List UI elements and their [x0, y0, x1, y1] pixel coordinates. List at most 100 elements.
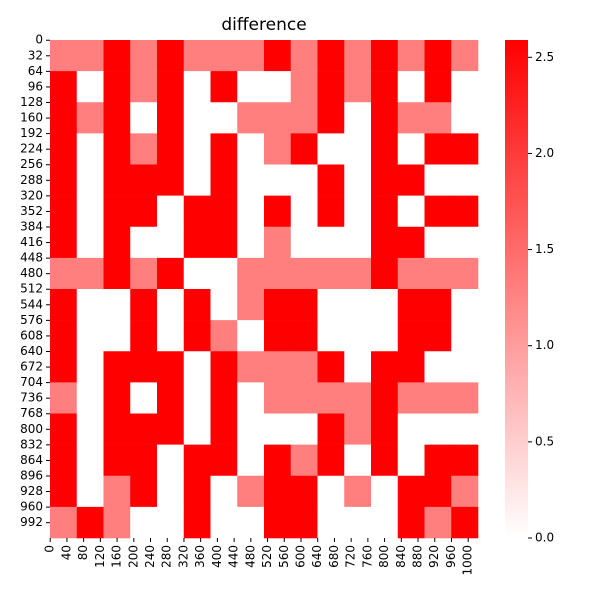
x-tick-label: 360	[193, 545, 207, 568]
heatmap-cell	[397, 382, 425, 414]
y-tick-label: 32	[28, 48, 43, 62]
heatmap-cell	[424, 226, 452, 259]
heatmap-cell	[210, 102, 238, 134]
heatmap-cell	[344, 475, 372, 508]
heatmap-cell	[210, 289, 238, 321]
heatmap-cell	[290, 71, 318, 103]
x-tick-label: 200	[126, 545, 140, 568]
heatmap-cell	[344, 164, 372, 196]
heatmap-cell	[397, 71, 425, 103]
heatmap-cell	[264, 226, 292, 259]
heatmap-cell	[76, 444, 104, 477]
heatmap-cell	[424, 164, 452, 196]
x-tick-label: 80	[76, 545, 90, 560]
heatmap-cell	[264, 102, 292, 134]
heatmap-cell	[317, 506, 345, 539]
colorbar-tick-label: 2.5	[535, 50, 554, 64]
heatmap-cell	[424, 102, 452, 134]
heatmap-cell	[424, 195, 452, 228]
y-tick-label: 160	[20, 111, 43, 125]
heatmap-cell	[76, 226, 104, 259]
heatmap-cell	[451, 257, 479, 290]
heatmap-cell	[451, 40, 479, 72]
heatmap-cell	[237, 382, 265, 414]
heatmap-cell	[344, 382, 372, 414]
heatmap-cell	[103, 71, 131, 103]
y-tick-label: 0	[35, 33, 43, 47]
heatmap-cell	[424, 413, 452, 445]
heatmap-cell	[344, 320, 372, 352]
heatmap-cell	[451, 195, 479, 228]
y-tick-label: 192	[20, 126, 43, 140]
colorbar-tick-label: 2.0	[535, 146, 554, 160]
heatmap-cell	[237, 351, 265, 383]
heatmap-cell	[344, 413, 372, 445]
heatmap-cell	[237, 164, 265, 196]
heatmap-cell	[130, 289, 158, 321]
heatmap-cell	[424, 257, 452, 290]
heatmap-cell	[76, 413, 104, 445]
y-tick-label: 704	[20, 375, 43, 389]
heatmap-cell	[237, 413, 265, 445]
heatmap-cell	[76, 351, 104, 383]
heatmap-cell	[103, 102, 131, 134]
colorbar	[505, 40, 528, 538]
y-tick-label: 576	[20, 313, 43, 327]
y-tick-label: 672	[20, 360, 43, 374]
y-tick-label: 64	[28, 64, 43, 78]
heatmap-cell	[451, 413, 479, 445]
heatmap-cell	[290, 289, 318, 321]
heatmap-cell	[50, 164, 78, 196]
x-tick-label: 880	[411, 545, 425, 568]
x-tick-label: 640	[310, 545, 324, 568]
heatmap-cell	[451, 320, 479, 352]
heatmap-cell	[451, 226, 479, 259]
heatmap-cell	[344, 444, 372, 477]
heatmap-cell	[451, 475, 479, 508]
heatmap-cell	[317, 226, 345, 259]
heatmap-cell	[210, 506, 238, 539]
heatmap-cell	[183, 257, 211, 290]
heatmap-cell	[157, 351, 185, 383]
heatmap-cell	[157, 475, 185, 508]
x-tick-label: 160	[110, 545, 124, 568]
heatmap-cell	[103, 444, 131, 477]
heatmap-cell	[210, 40, 238, 72]
heatmap-cell	[371, 351, 399, 383]
heatmap-cell	[183, 133, 211, 165]
heatmap-cell	[317, 71, 345, 103]
heatmap-cell	[50, 40, 78, 72]
x-tick-label: 560	[277, 545, 291, 568]
heatmap-cell	[451, 506, 479, 539]
heatmap-cell	[237, 506, 265, 539]
heatmap-cell	[76, 133, 104, 165]
heatmap-cell	[50, 413, 78, 445]
heatmap-cell	[76, 506, 104, 539]
heatmap-cell	[424, 351, 452, 383]
heatmap-cell	[50, 289, 78, 321]
heatmap-cell	[371, 71, 399, 103]
heatmap-cell	[50, 382, 78, 414]
heatmap-cell	[157, 71, 185, 103]
heatmap-cell	[76, 164, 104, 196]
heatmap-cell	[264, 320, 292, 352]
x-tick-label: 240	[143, 545, 157, 568]
heatmap-cell	[397, 444, 425, 477]
heatmap-cell	[290, 413, 318, 445]
heatmap-cell	[103, 40, 131, 72]
heatmap-cell	[237, 195, 265, 228]
y-tick-label: 800	[20, 422, 43, 436]
heatmap-cell	[130, 351, 158, 383]
heatmap-cell	[344, 289, 372, 321]
heatmap-cell	[397, 289, 425, 321]
heatmap-cell	[50, 444, 78, 477]
heatmap-cell	[424, 289, 452, 321]
heatmap-cell	[210, 444, 238, 477]
heatmap-cell	[76, 382, 104, 414]
heatmap-cell	[50, 195, 78, 228]
heatmap-cell	[317, 351, 345, 383]
heatmap-cell	[290, 382, 318, 414]
x-tick-label: 960	[444, 545, 458, 568]
heatmap-cell	[157, 133, 185, 165]
heatmap-cell	[424, 444, 452, 477]
